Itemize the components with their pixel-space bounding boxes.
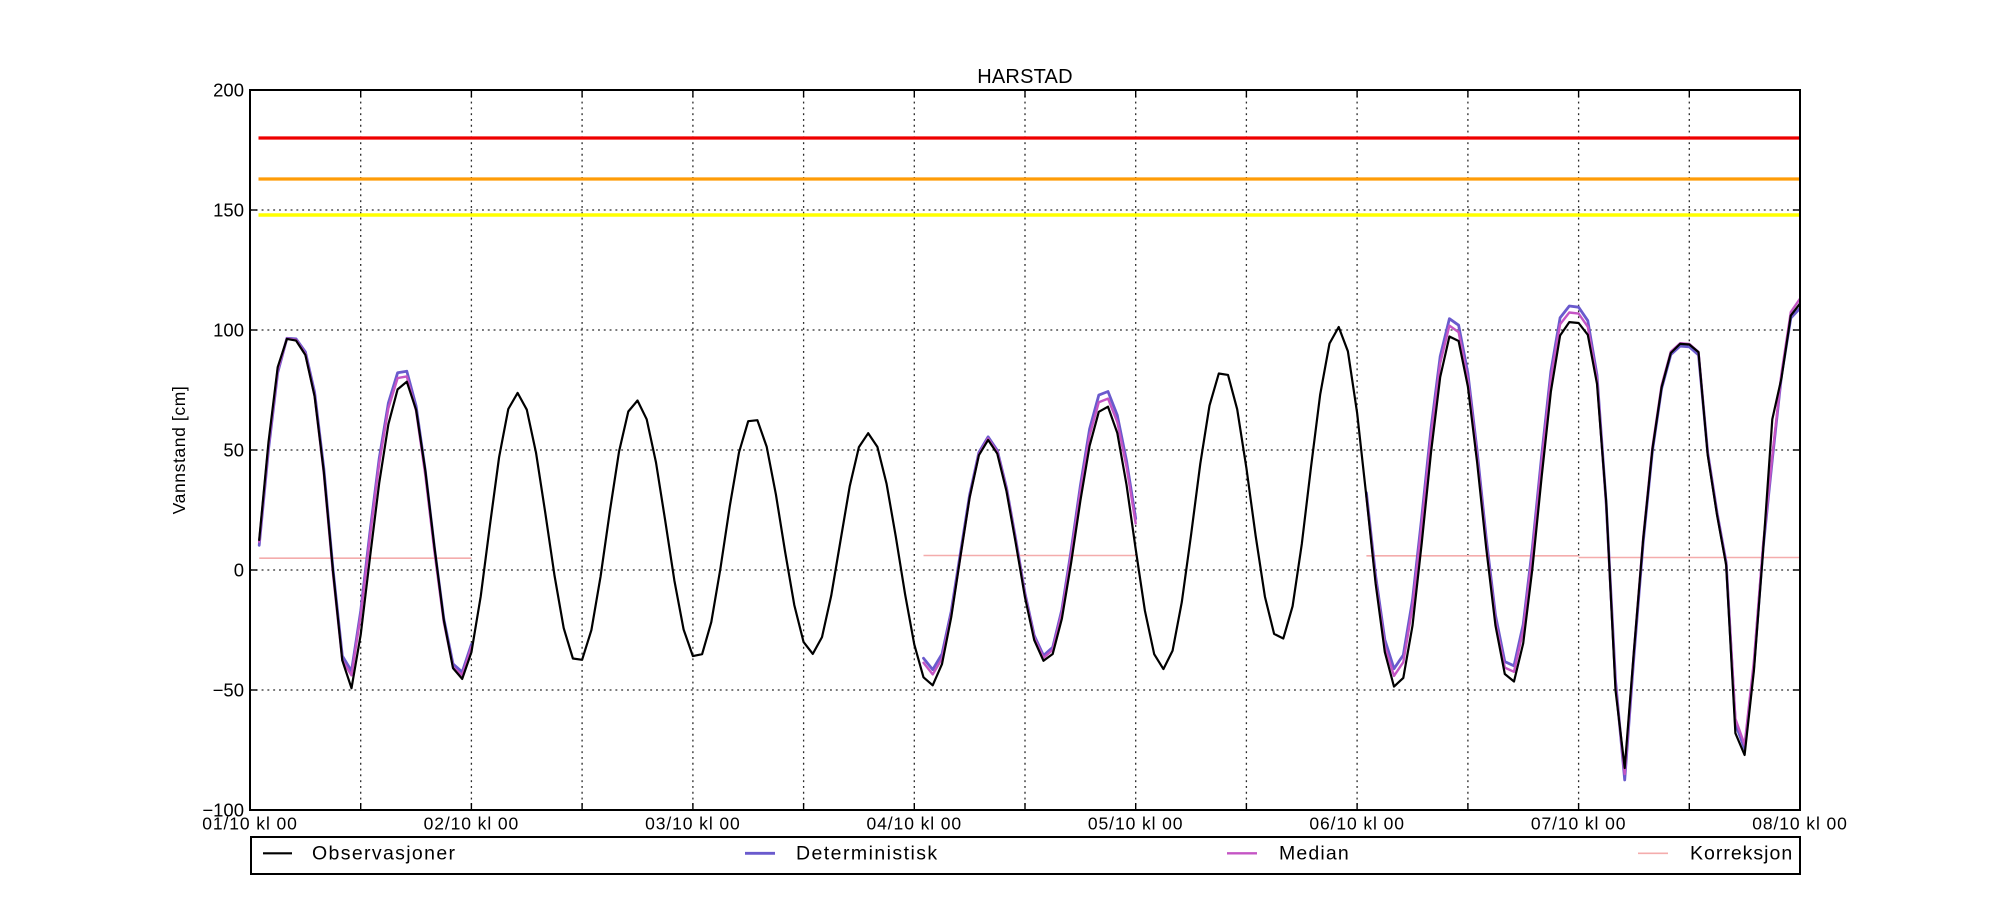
svg-text:07/10 kl 00: 07/10 kl 00: [1531, 814, 1627, 834]
svg-text:Median: Median: [1279, 843, 1350, 865]
svg-text:−50: −50: [213, 679, 244, 700]
svg-text:−100: −100: [202, 799, 244, 820]
svg-text:06/10 kl 00: 06/10 kl 00: [1309, 814, 1405, 834]
svg-text:Vannstand [cm]: Vannstand [cm]: [169, 386, 189, 515]
svg-text:Korreksjon: Korreksjon: [1690, 843, 1793, 865]
svg-text:0: 0: [234, 559, 244, 580]
svg-text:Observasjoner: Observasjoner: [312, 843, 456, 865]
svg-text:100: 100: [213, 319, 244, 340]
svg-text:50: 50: [223, 439, 244, 460]
svg-text:200: 200: [213, 79, 244, 100]
svg-text:03/10 kl 00: 03/10 kl 00: [645, 814, 741, 834]
svg-text:08/10 kl 00: 08/10 kl 00: [1752, 814, 1848, 834]
svg-text:02/10 kl 00: 02/10 kl 00: [424, 814, 520, 834]
svg-text:04/10 kl 00: 04/10 kl 00: [867, 814, 963, 834]
svg-text:01/10 kl 00: 01/10 kl 00: [202, 814, 298, 834]
svg-text:150: 150: [213, 199, 244, 220]
svg-text:05/10 kl 00: 05/10 kl 00: [1088, 814, 1184, 834]
svg-text:Deterministisk: Deterministisk: [796, 843, 939, 865]
svg-text:HARSTAD: HARSTAD: [977, 66, 1072, 88]
